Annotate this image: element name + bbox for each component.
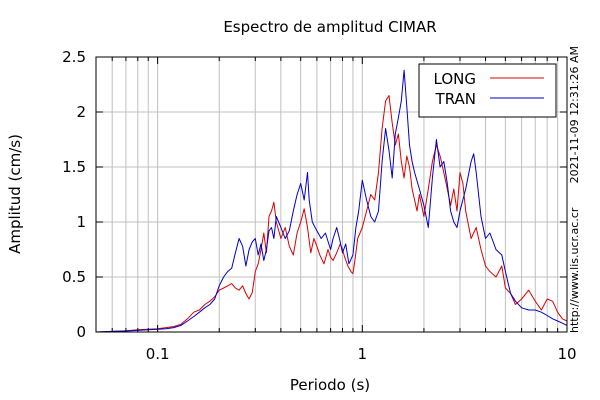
x-tick-label: 10 — [557, 345, 576, 363]
y-tick-label: 2 — [76, 103, 86, 121]
tick-labels: 0 0.5 1 1.5 2 2.5 0.1 1 10 — [62, 48, 576, 363]
series-line-tran — [96, 69, 567, 332]
url-text: http://www.lis.ucr.ac.cr — [568, 207, 581, 333]
chart-title: Espectro de amplitud CIMAR — [223, 18, 436, 36]
y-tick-label: 2.5 — [62, 48, 86, 66]
y-axis-label: Amplitud (cm/s) — [6, 134, 24, 254]
legend-label-long: LONG — [434, 70, 476, 88]
legend-box — [418, 63, 557, 118]
legend: LONG TRAN — [418, 63, 557, 118]
x-axis-label: Periodo (s) — [290, 376, 370, 394]
y-tick-label: 1 — [76, 213, 86, 231]
x-tick-label: 0.1 — [146, 345, 170, 363]
data-series — [96, 69, 567, 332]
tick-marks — [95, 56, 568, 333]
x-tick-label: 1 — [358, 345, 368, 363]
legend-label-tran: TRAN — [435, 90, 476, 108]
series-line-long — [96, 95, 567, 332]
y-tick-label: 0.5 — [62, 268, 86, 286]
y-tick-label: 0 — [76, 323, 86, 341]
timestamp-text: 2021-11-09 12:31:26 AM — [568, 46, 581, 183]
plot-frame — [95, 56, 568, 333]
y-tick-label: 1.5 — [62, 158, 86, 176]
